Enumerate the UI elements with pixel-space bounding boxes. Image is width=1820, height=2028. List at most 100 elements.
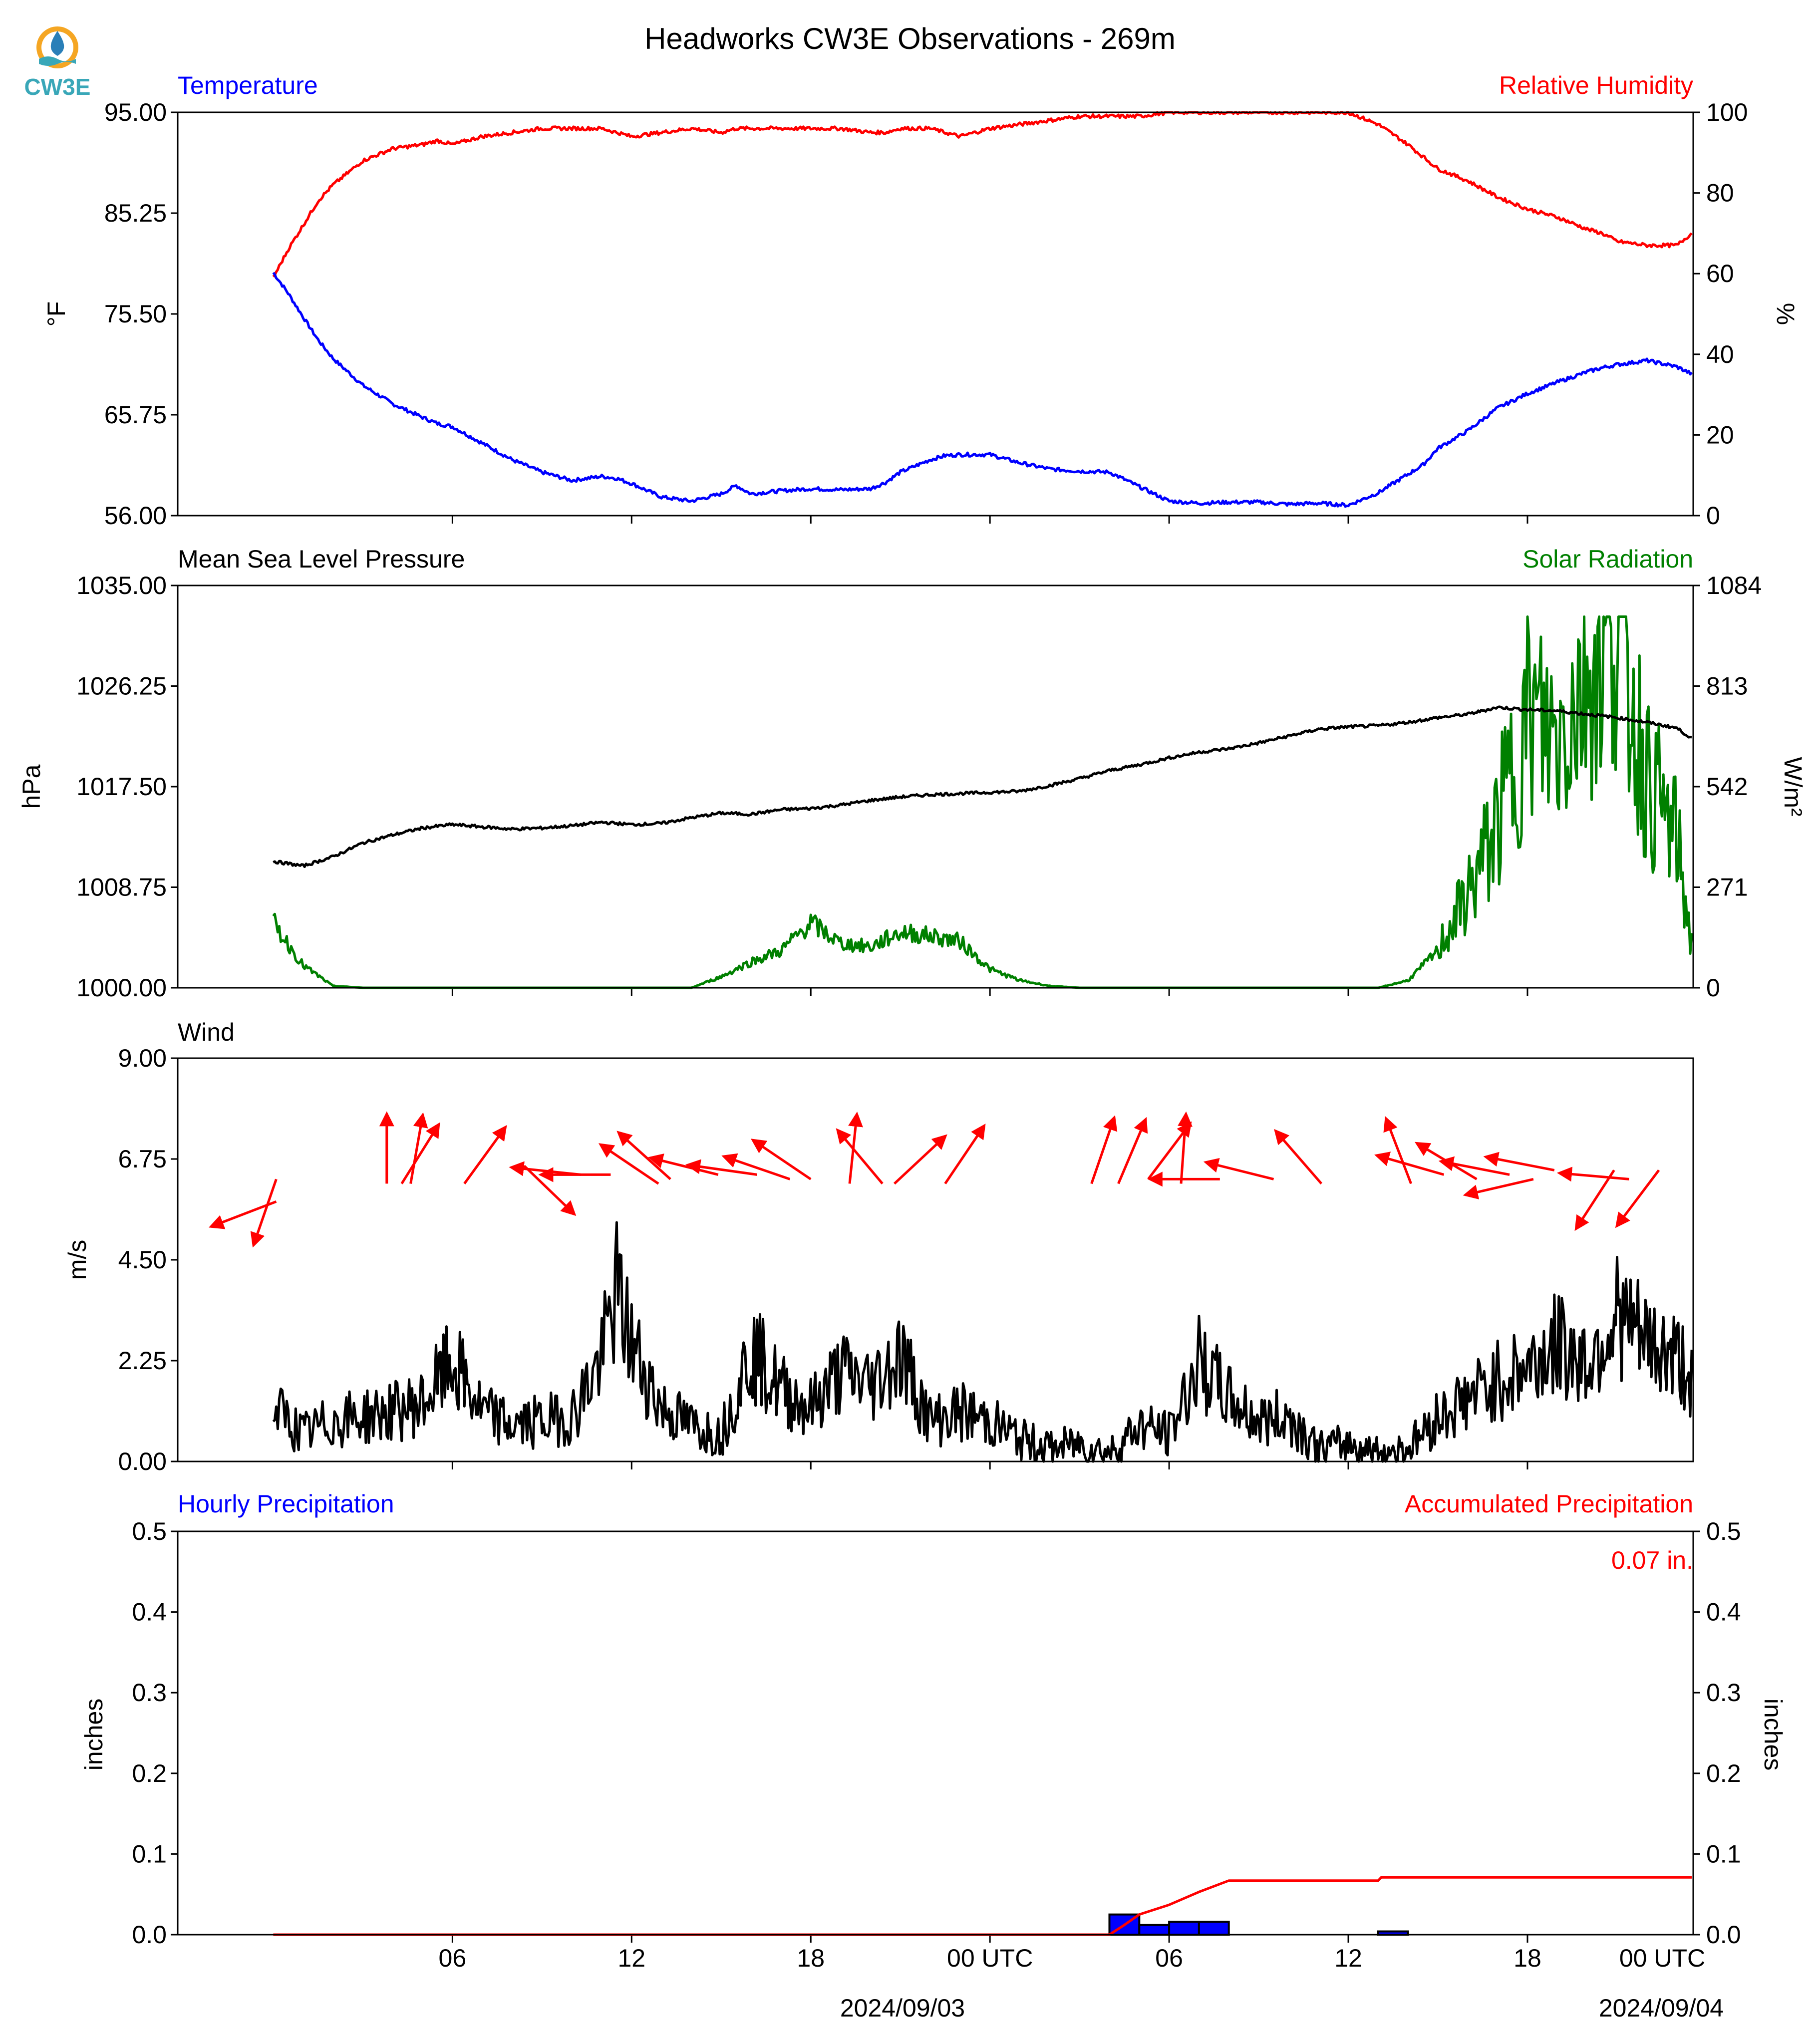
wind-arrow bbox=[1147, 1121, 1192, 1180]
hourly-precip-bars bbox=[1108, 1913, 1409, 1936]
wind-arrow bbox=[463, 1125, 507, 1184]
precip-left-tick-label: 0.0 bbox=[132, 1921, 167, 1949]
x-tick-label: 06 bbox=[1155, 1944, 1183, 1972]
wind-arrow bbox=[400, 1122, 440, 1184]
wind-arrow bbox=[409, 1112, 428, 1184]
hourly-precip-title: Hourly Precipitation bbox=[178, 1490, 394, 1518]
temperature-tick-label: 56.00 bbox=[104, 502, 167, 530]
wind-tick-label: 6.75 bbox=[118, 1145, 167, 1173]
wind-arrow bbox=[523, 1164, 577, 1216]
solar-series-line bbox=[272, 615, 1693, 989]
precip-bar bbox=[1198, 1921, 1230, 1936]
temperature-y-ticks: 95.00 85.25 75.50 65.75 56.00 bbox=[104, 98, 178, 530]
precip-left-tick-label: 0.3 bbox=[132, 1679, 167, 1707]
panel4-x-ticks bbox=[451, 1935, 1528, 1943]
precip-right-tick-label: 0.2 bbox=[1706, 1759, 1741, 1787]
wind-direction-arrows bbox=[209, 1111, 1660, 1248]
panel4-frame bbox=[177, 1530, 1694, 1936]
panel2-x-ticks bbox=[451, 988, 1528, 996]
x-tick-label: 00 UTC bbox=[947, 1944, 1033, 1972]
pressure-tick-label: 1000.00 bbox=[76, 974, 167, 1002]
wind-axis-label: m/s bbox=[63, 1240, 91, 1280]
wind-arrow bbox=[1374, 1152, 1445, 1176]
wind-tick-label: 2.25 bbox=[118, 1347, 167, 1375]
humidity-axis-label: % bbox=[1772, 303, 1800, 325]
humidity-title: Relative Humidity bbox=[1499, 71, 1693, 99]
wind-arrow bbox=[1615, 1169, 1660, 1228]
x-tick-label: 12 bbox=[1334, 1944, 1362, 1972]
wind-y-ticks: 9.00 6.75 4.50 2.25 0.00 bbox=[118, 1044, 178, 1475]
solar-tick-label: 1084 bbox=[1706, 572, 1762, 599]
wind-arrow bbox=[1415, 1142, 1478, 1180]
logo-water-drop-icon bbox=[50, 31, 64, 56]
panel1-frame bbox=[177, 111, 1694, 517]
accumulated-total-annotation: 0.07 in. bbox=[1611, 1546, 1693, 1574]
wind-arrow bbox=[598, 1143, 659, 1185]
solar-tick-label: 271 bbox=[1706, 873, 1748, 901]
wind-arrow bbox=[1178, 1111, 1193, 1184]
wind-arrow bbox=[1090, 1115, 1118, 1184]
precip-left-tick-label: 0.1 bbox=[132, 1840, 167, 1868]
temperature-tick-label: 75.50 bbox=[104, 300, 167, 328]
pressure-tick-label: 1008.75 bbox=[76, 873, 167, 901]
panel3-x-ticks bbox=[451, 1461, 1528, 1469]
pressure-tick-label: 1017.50 bbox=[76, 773, 167, 801]
precip-bar bbox=[1168, 1921, 1200, 1936]
humidity-y-ticks: 100 80 60 40 20 0 bbox=[1693, 98, 1748, 530]
wind-arrow bbox=[893, 1134, 947, 1185]
temperature-tick-label: 95.00 bbox=[104, 98, 167, 126]
precip-left-axis-label: inches bbox=[80, 1699, 108, 1771]
wind-tick-label: 0.00 bbox=[118, 1448, 167, 1475]
precip-right-y-ticks: 0.5 0.4 0.3 0.2 0.1 0.0 bbox=[1693, 1517, 1741, 1949]
precip-left-y-ticks: 0.5 0.4 0.3 0.2 0.1 0.0 bbox=[132, 1517, 178, 1949]
wind-arrow bbox=[1117, 1117, 1148, 1184]
panel2-frame bbox=[177, 584, 1694, 989]
wind-arrow bbox=[250, 1178, 278, 1248]
temperature-tick-label: 65.75 bbox=[104, 401, 167, 429]
pressure-tick-label: 1026.25 bbox=[76, 672, 167, 700]
temperature-axis-label: °F bbox=[42, 301, 70, 327]
x-tick-label: 18 bbox=[797, 1944, 825, 1972]
solar-axis-label: W/m² bbox=[1779, 757, 1807, 816]
humidity-tick-label: 60 bbox=[1706, 260, 1734, 288]
solar-tick-label: 542 bbox=[1706, 773, 1748, 801]
wind-arrow bbox=[685, 1159, 757, 1176]
accumulated-precip-title: Accumulated Precipitation bbox=[1405, 1490, 1693, 1518]
wind-arrow bbox=[721, 1153, 791, 1180]
precip-right-tick-label: 0.4 bbox=[1706, 1598, 1741, 1626]
precip-left-tick-label: 0.5 bbox=[132, 1517, 167, 1545]
wind-arrow bbox=[209, 1200, 277, 1229]
pressure-title: Mean Sea Level Pressure bbox=[178, 545, 465, 573]
precip-right-axis-label: inches bbox=[1759, 1699, 1787, 1771]
wind-arrow bbox=[1383, 1116, 1413, 1184]
precip-left-tick-label: 0.4 bbox=[132, 1598, 167, 1626]
humidity-tick-label: 20 bbox=[1706, 421, 1734, 449]
x-tick-label: 00 UTC bbox=[1619, 1944, 1705, 1972]
panel-wind: Wind m/s 9.00 6.75 4.50 2.25 0.00 bbox=[63, 1018, 1694, 1475]
humidity-tick-label: 100 bbox=[1706, 98, 1748, 126]
wind-tick-label: 4.50 bbox=[118, 1246, 167, 1274]
wind-arrow bbox=[616, 1131, 671, 1180]
pressure-y-ticks: 1035.00 1026.25 1017.50 1008.75 1000.00 bbox=[76, 572, 178, 1002]
panel1-x-ticks bbox=[451, 516, 1528, 524]
wind-title: Wind bbox=[178, 1018, 235, 1046]
humidity-tick-label: 40 bbox=[1706, 340, 1734, 368]
wind-speed-series-line bbox=[272, 1221, 1693, 1463]
pressure-axis-label: hPa bbox=[17, 764, 45, 809]
pressure-series-line bbox=[273, 705, 1692, 869]
date-label-2: 2024/09/04 bbox=[1599, 1994, 1724, 2022]
accumulated-precip-line bbox=[273, 1876, 1692, 1936]
x-tick-label: 12 bbox=[617, 1944, 645, 1972]
wind-arrow bbox=[1274, 1129, 1323, 1185]
cw3e-logo: CW3E bbox=[24, 26, 90, 100]
wind-arrow bbox=[1438, 1156, 1510, 1176]
precip-right-tick-label: 0.1 bbox=[1706, 1840, 1741, 1868]
x-axis-tick-labels: 06 12 18 00 UTC 06 12 18 00 UTC bbox=[439, 1944, 1706, 1972]
pressure-tick-label: 1035.00 bbox=[76, 572, 167, 599]
wind-arrow bbox=[1574, 1169, 1615, 1231]
wind-arrow bbox=[1483, 1152, 1555, 1171]
precip-right-tick-label: 0.3 bbox=[1706, 1679, 1741, 1707]
logo-wave-icon bbox=[39, 56, 76, 66]
precip-right-tick-label: 0.0 bbox=[1706, 1921, 1741, 1949]
